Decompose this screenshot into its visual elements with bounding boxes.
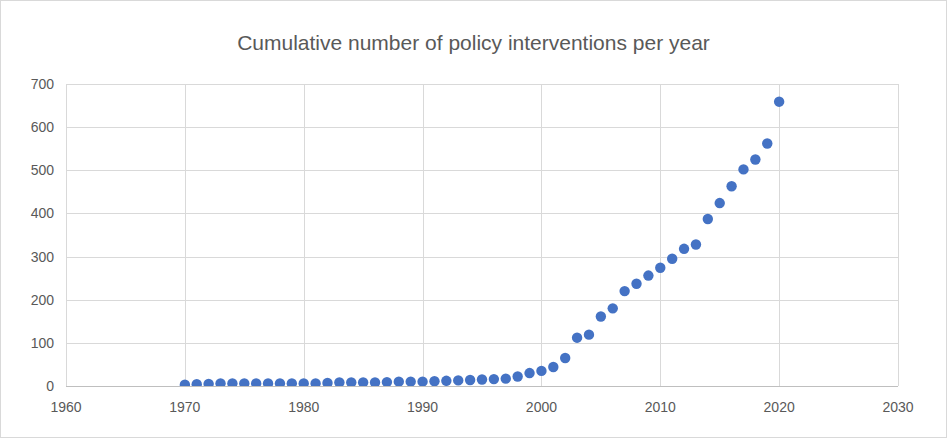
- x-grid-line: [779, 84, 780, 386]
- y-tick-label: 100: [31, 335, 55, 351]
- point: [655, 263, 665, 273]
- point: [465, 375, 475, 385]
- point: [726, 181, 736, 191]
- point: [192, 379, 202, 386]
- point: [619, 286, 629, 296]
- point: [738, 164, 748, 174]
- y-grid-line: [66, 386, 898, 387]
- y-grid-line: [66, 127, 898, 128]
- x-tick-label: 2030: [882, 399, 913, 415]
- x-tick-label: 1990: [407, 399, 438, 415]
- y-tick-label: 400: [31, 205, 55, 221]
- y-grid-line: [66, 170, 898, 171]
- y-tick-label: 600: [31, 119, 55, 135]
- point: [691, 239, 701, 249]
- point: [774, 96, 784, 106]
- point: [477, 374, 487, 384]
- point: [750, 154, 760, 164]
- point: [405, 376, 415, 386]
- x-axis-line: [66, 386, 898, 387]
- y-grid-line: [66, 213, 898, 214]
- point: [560, 353, 570, 363]
- point: [608, 303, 618, 313]
- grid: [66, 84, 899, 387]
- point: [631, 279, 641, 289]
- x-tick-label: 2020: [764, 399, 795, 415]
- chart: Cumulative number of policy intervention…: [0, 0, 947, 438]
- x-grid-line: [423, 84, 424, 386]
- point: [584, 329, 594, 339]
- point: [180, 380, 190, 386]
- x-tick-label: 1960: [50, 399, 81, 415]
- y-tick-label: 300: [31, 249, 55, 265]
- point: [239, 378, 249, 386]
- point: [501, 373, 511, 383]
- point: [287, 378, 297, 386]
- point: [596, 311, 606, 321]
- point: [489, 374, 499, 384]
- point: [322, 378, 332, 386]
- x-tick-label: 1970: [169, 399, 200, 415]
- point: [679, 244, 689, 254]
- point: [715, 198, 725, 208]
- chart-title: Cumulative number of policy intervention…: [237, 31, 710, 54]
- y-grid-line: [66, 257, 898, 258]
- point: [215, 378, 225, 386]
- point: [299, 378, 309, 386]
- y-grid-line: [66, 343, 898, 344]
- point: [382, 377, 392, 386]
- x-grid-line: [66, 84, 67, 386]
- x-grid-line: [898, 84, 899, 386]
- point: [358, 377, 368, 386]
- point: [441, 376, 451, 386]
- point: [334, 377, 344, 386]
- y-grid-line: [66, 300, 898, 301]
- x-grid-line: [185, 84, 186, 386]
- point: [275, 378, 285, 386]
- x-tick-label: 1980: [288, 399, 319, 415]
- x-grid-line: [304, 84, 305, 386]
- points: [180, 96, 785, 386]
- y-tick-label: 200: [31, 292, 55, 308]
- y-tick-label: 0: [46, 378, 54, 394]
- point: [417, 376, 427, 386]
- point: [310, 378, 320, 386]
- y-grid-line: [66, 84, 898, 85]
- point: [536, 366, 546, 376]
- point: [667, 254, 677, 264]
- point: [251, 378, 261, 386]
- point: [203, 379, 213, 386]
- point: [370, 377, 380, 386]
- y-tick-label: 700: [31, 76, 55, 92]
- x-grid-line: [660, 84, 661, 386]
- point: [394, 376, 404, 386]
- point: [346, 377, 356, 386]
- point: [572, 332, 582, 342]
- point: [429, 376, 439, 386]
- y-tick-label: 500: [31, 162, 55, 178]
- x-tick-label: 2000: [526, 399, 557, 415]
- point: [512, 371, 522, 381]
- x-tick-label: 2010: [645, 399, 676, 415]
- x-grid-line: [541, 84, 542, 386]
- point: [643, 270, 653, 280]
- point: [703, 214, 713, 224]
- point: [227, 378, 237, 386]
- point: [762, 138, 772, 148]
- point: [453, 375, 463, 385]
- point: [524, 368, 534, 378]
- point: [263, 378, 273, 386]
- chart-border: [1, 1, 947, 438]
- point: [548, 362, 558, 372]
